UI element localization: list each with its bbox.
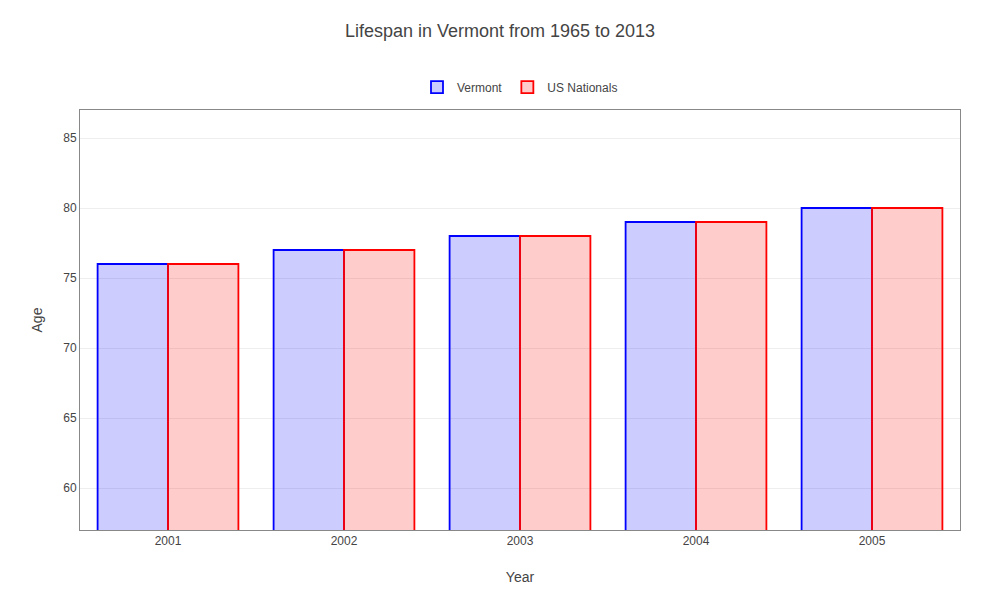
svg-text:80: 80 <box>63 201 77 215</box>
svg-text:2003: 2003 <box>507 534 534 548</box>
svg-text:60: 60 <box>63 481 77 495</box>
svg-text:65: 65 <box>63 411 77 425</box>
svg-text:2004: 2004 <box>683 534 710 548</box>
svg-text:Lifespan in Vermont from 1965: Lifespan in Vermont from 1965 to 2013 <box>345 21 655 41</box>
svg-text:US Nationals: US Nationals <box>547 81 617 95</box>
svg-text:Year: Year <box>506 569 535 585</box>
svg-text:Vermont: Vermont <box>457 81 502 95</box>
svg-text:70: 70 <box>63 341 77 355</box>
svg-text:2005: 2005 <box>859 534 886 548</box>
svg-text:Age: Age <box>29 307 45 332</box>
svg-text:2002: 2002 <box>331 534 358 548</box>
svg-text:2001: 2001 <box>155 534 182 548</box>
svg-text:75: 75 <box>63 271 77 285</box>
svg-text:85: 85 <box>63 131 77 145</box>
